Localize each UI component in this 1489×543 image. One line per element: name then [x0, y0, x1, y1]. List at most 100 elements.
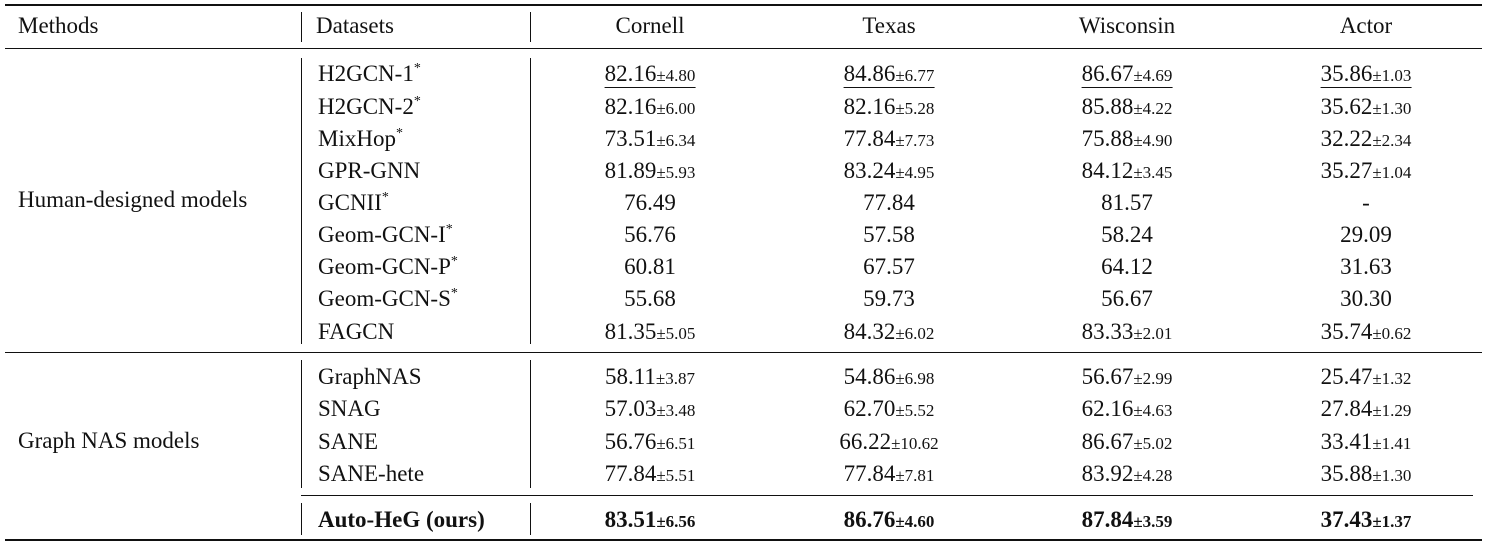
result-value: 30.30: [1340, 286, 1392, 311]
result-cell: 84.32±6.02: [844, 318, 935, 348]
std-value: ±1.03: [1372, 66, 1412, 85]
mean-value: 60.81: [624, 254, 676, 279]
mean-value: 85.88: [1081, 94, 1134, 119]
result-cell: 35.88±1.30: [1321, 460, 1412, 490]
mean-value: 62.16: [1081, 396, 1134, 421]
result-value: 77.84±5.51: [605, 461, 696, 486]
mean-value: 58.11: [605, 364, 656, 389]
std-value: ±7.81: [895, 466, 935, 485]
result-cell: 62.16±4.63: [1082, 395, 1173, 425]
method-name: GCNII*: [318, 189, 389, 217]
result-cell: 83.33±2.01: [1082, 318, 1173, 348]
result-cell: 57.58: [863, 221, 915, 249]
result-value: 86.67±5.02: [1082, 429, 1173, 454]
result-value: 86.76±4.60: [844, 507, 935, 532]
result-cell: 84.12±3.45: [1082, 157, 1173, 187]
group1-vline-1: [301, 58, 302, 344]
method-name: MixHop*: [318, 125, 403, 153]
result-value: 37.43±1.37: [1321, 507, 1412, 532]
result-value: 83.92±4.28: [1082, 461, 1173, 486]
significance-star: *: [445, 222, 453, 237]
mean-value: 87.84: [1081, 507, 1134, 532]
method-name-text: GCNII: [318, 190, 382, 215]
result-value: 35.27±1.04: [1321, 158, 1412, 183]
mean-value: 83.33: [1081, 319, 1134, 344]
std-value: ±6.51: [656, 434, 696, 453]
std-value: ±0.62: [1372, 324, 1412, 343]
method-name: GraphNAS: [318, 363, 422, 391]
result-cell: 83.24±4.95: [844, 157, 935, 187]
result-value: 33.41±1.41: [1321, 429, 1412, 454]
result-value: 56.67±2.99: [1082, 364, 1173, 389]
method-name: Auto-HeG (ours): [318, 506, 485, 534]
mean-value: 37.43: [1320, 507, 1373, 532]
result-value: 82.16±6.00: [605, 94, 696, 119]
mean-value: 35.62: [1320, 94, 1373, 119]
result-cell: 35.74±0.62: [1321, 318, 1412, 348]
header-methods: Methods: [18, 13, 99, 38]
mean-value: 29.09: [1340, 222, 1392, 247]
result-cell: 54.86±6.98: [844, 363, 935, 393]
significance-star: *: [395, 126, 403, 141]
method-name: SANE: [318, 428, 378, 456]
result-cell: 83.51±6.56: [605, 506, 696, 536]
std-value: ±4.95: [895, 163, 935, 182]
result-cell: 58.11±3.87: [605, 363, 695, 393]
mean-value: 86.76: [843, 507, 896, 532]
mean-value: 27.84: [1320, 396, 1373, 421]
method-name-text: GPR-GNN: [318, 158, 421, 183]
mean-value: 57.03: [604, 396, 657, 421]
result-cell: 84.86±6.77: [843, 60, 935, 90]
result-cell: 55.68: [624, 285, 676, 313]
ours-vline-2: [530, 503, 531, 535]
std-value: ±1.32: [1372, 369, 1412, 388]
group2-vline-1: [301, 360, 302, 488]
mean-value: 66.22: [839, 429, 892, 454]
ours-separator-rule: [301, 495, 1473, 496]
method-name: Geom-GCN-I*: [318, 221, 453, 249]
result-cell: 77.84±7.81: [844, 460, 935, 490]
result-cell: 60.81: [624, 253, 676, 281]
significance-star: *: [381, 190, 389, 205]
result-cell: 64.12: [1101, 253, 1153, 281]
method-name: H2GCN-2*: [318, 93, 421, 121]
std-value: ±6.00: [656, 99, 696, 118]
method-name: H2GCN-1*: [318, 60, 421, 88]
std-value: ±4.80: [656, 66, 696, 85]
result-value: 56.67: [1101, 286, 1153, 311]
mean-value: 83.51: [604, 507, 657, 532]
result-value: 55.68: [624, 286, 676, 311]
mean-value: 77.84: [604, 461, 657, 486]
result-value: 32.22±2.34: [1321, 126, 1412, 151]
result-cell: 27.84±1.29: [1321, 395, 1412, 425]
group1-vline-2: [530, 58, 531, 344]
mean-value: 81.35: [604, 319, 657, 344]
std-value: ±1.37: [1372, 512, 1412, 531]
result-value: 35.62±1.30: [1321, 94, 1412, 119]
method-name-text: FAGCN: [318, 319, 395, 344]
significance-star: *: [450, 254, 458, 269]
mean-value: 73.51: [604, 126, 657, 151]
top-rule: [5, 4, 1482, 6]
result-cell: 58.24: [1101, 221, 1153, 249]
mean-value: 81.89: [604, 158, 657, 183]
result-value: 82.16±5.28: [844, 94, 935, 119]
std-value: ±1.41: [1372, 434, 1412, 453]
result-cell: 82.16±6.00: [605, 93, 696, 123]
result-cell: 86.76±4.60: [844, 506, 935, 536]
result-value: 57.58: [863, 222, 915, 247]
std-value: ±5.52: [895, 401, 935, 420]
group-label-nas: Graph NAS models: [18, 428, 200, 453]
result-value: 59.73: [863, 286, 915, 311]
result-cell: 35.86±1.03: [1320, 60, 1412, 90]
mean-value: 83.92: [1081, 461, 1134, 486]
result-cell: 85.88±4.22: [1082, 93, 1173, 123]
result-value: 27.84±1.29: [1321, 396, 1412, 421]
std-value: ±6.77: [895, 66, 935, 85]
header-vline-2: [530, 12, 531, 42]
result-cell: 25.47±1.32: [1321, 363, 1412, 393]
std-value: ±2.01: [1133, 324, 1173, 343]
mean-value: 75.88: [1081, 126, 1134, 151]
mean-value: 62.70: [843, 396, 896, 421]
header-rule: [5, 48, 1482, 49]
